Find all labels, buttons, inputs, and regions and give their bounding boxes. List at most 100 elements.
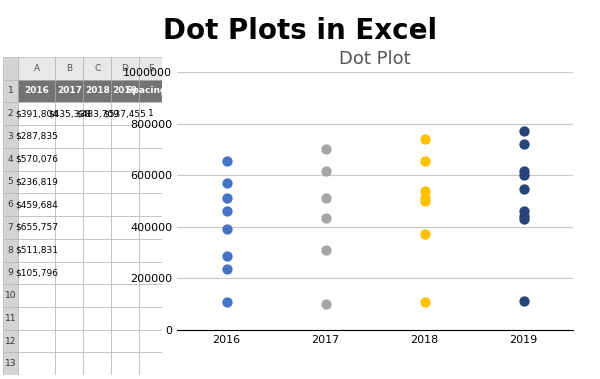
Bar — [83, 352, 111, 375]
Bar — [18, 330, 55, 352]
Text: B: B — [67, 64, 73, 73]
Bar — [83, 171, 111, 193]
Bar — [18, 262, 55, 284]
Text: $105,796: $105,796 — [15, 268, 58, 277]
Text: 2: 2 — [8, 109, 13, 118]
Bar — [139, 193, 162, 216]
Bar — [55, 57, 83, 80]
Point — [518, 172, 529, 178]
Text: 2017: 2017 — [57, 86, 82, 96]
Text: $391,804: $391,804 — [16, 109, 58, 118]
Bar — [18, 284, 55, 307]
Bar — [18, 193, 55, 216]
Text: 8: 8 — [8, 246, 13, 255]
Bar — [3, 330, 18, 352]
Point — [420, 188, 430, 194]
Bar — [111, 148, 139, 171]
Bar — [139, 57, 162, 80]
Text: 2019: 2019 — [113, 86, 137, 96]
Bar — [18, 57, 55, 80]
Bar — [55, 171, 83, 193]
Bar — [18, 216, 55, 239]
Bar — [139, 284, 162, 307]
Text: E: E — [148, 64, 153, 73]
Bar — [139, 307, 162, 330]
Bar — [111, 239, 139, 262]
Text: $287,835: $287,835 — [16, 132, 58, 141]
Bar — [139, 239, 162, 262]
Point — [320, 168, 330, 174]
Point — [222, 252, 232, 258]
Bar — [18, 102, 55, 125]
Point — [420, 231, 430, 237]
Text: 10: 10 — [5, 291, 16, 300]
Bar — [139, 148, 162, 171]
Bar — [3, 148, 18, 171]
Bar — [3, 216, 18, 239]
Bar — [3, 80, 18, 102]
Bar — [139, 352, 162, 375]
Bar — [3, 284, 18, 307]
Bar — [83, 330, 111, 352]
Bar — [111, 102, 139, 125]
Bar — [83, 102, 111, 125]
Text: C: C — [94, 64, 100, 73]
Bar — [18, 148, 55, 171]
Bar — [111, 193, 139, 216]
Bar — [18, 307, 55, 330]
Bar — [55, 216, 83, 239]
Point — [222, 158, 232, 164]
Text: 12: 12 — [5, 337, 16, 346]
Text: 6: 6 — [8, 200, 13, 209]
Point — [222, 299, 232, 305]
Bar — [55, 307, 83, 330]
Bar — [55, 330, 83, 352]
Bar — [139, 216, 162, 239]
Point — [320, 247, 330, 253]
Title: Dot Plot: Dot Plot — [339, 50, 411, 68]
Bar — [83, 262, 111, 284]
Text: Dot Plots in Excel: Dot Plots in Excel — [163, 17, 437, 45]
Bar — [18, 125, 55, 148]
Bar — [3, 262, 18, 284]
Bar — [55, 193, 83, 216]
Bar — [111, 171, 139, 193]
Text: $655,757: $655,757 — [15, 223, 58, 232]
Point — [518, 213, 529, 219]
Bar — [3, 239, 18, 262]
Point — [518, 298, 529, 304]
Text: $537,455: $537,455 — [104, 109, 146, 118]
Bar — [83, 80, 111, 102]
Text: $236,819: $236,819 — [16, 177, 58, 186]
Text: $570,076: $570,076 — [15, 155, 58, 164]
Text: 1: 1 — [8, 86, 13, 96]
Point — [222, 195, 232, 201]
Bar — [55, 239, 83, 262]
Text: 2016: 2016 — [25, 86, 49, 96]
Text: 11: 11 — [5, 314, 16, 323]
Point — [320, 301, 330, 307]
Text: Spacing 1: Spacing 1 — [125, 86, 175, 96]
Bar — [139, 125, 162, 148]
Bar — [55, 80, 83, 102]
Text: A: A — [34, 64, 40, 73]
Bar — [18, 352, 55, 375]
Point — [420, 299, 430, 305]
Point — [518, 208, 529, 214]
Text: D: D — [122, 64, 128, 73]
Bar — [55, 102, 83, 125]
Text: 13: 13 — [5, 359, 16, 368]
Bar — [18, 171, 55, 193]
Bar — [83, 193, 111, 216]
Text: $459,684: $459,684 — [16, 200, 58, 209]
Bar — [55, 125, 83, 148]
Bar — [111, 284, 139, 307]
Bar — [3, 102, 18, 125]
Point — [222, 226, 232, 232]
Text: $511,831: $511,831 — [15, 246, 58, 255]
Text: $435,338: $435,338 — [48, 109, 91, 118]
Point — [420, 136, 430, 142]
Bar — [111, 80, 139, 102]
Bar — [83, 216, 111, 239]
Bar — [3, 171, 18, 193]
